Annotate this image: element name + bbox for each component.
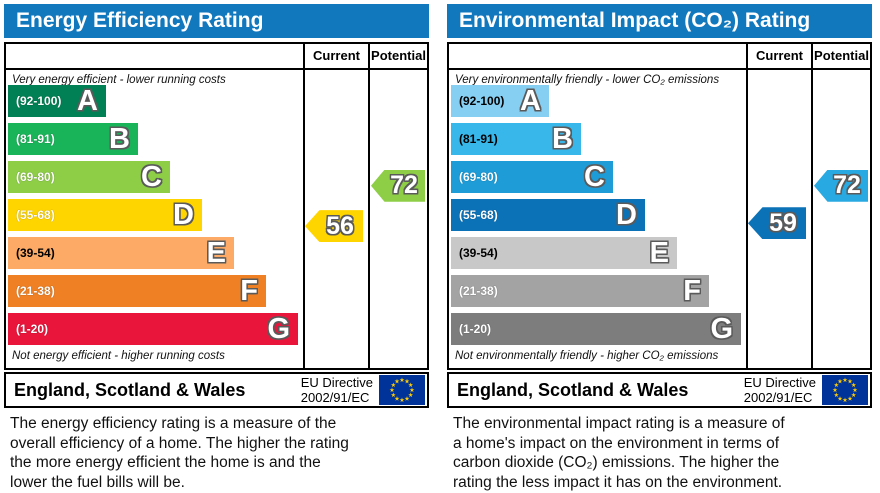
- band-row-c: (69-80) C: [8, 161, 170, 193]
- footer-box: England, Scotland & Wales EU Directive 2…: [4, 372, 429, 408]
- eu-flag-icon: [379, 375, 425, 405]
- band-letter: B: [109, 123, 130, 155]
- table-header-row: Current Potential: [449, 44, 870, 70]
- band-row-f: (21-38) F: [8, 275, 266, 307]
- band-row-a: (92-100) A: [8, 85, 106, 117]
- band-range: (1-20): [459, 322, 492, 336]
- band-range: (39-54): [459, 246, 498, 260]
- potential-rating-arrow: 72: [371, 169, 425, 202]
- potential-rating-value: 72: [390, 171, 418, 200]
- epc-panel-environmental: Environmental Impact (CO₂) Rating Curren…: [447, 4, 872, 493]
- band-row-c: (69-80) C: [451, 161, 613, 193]
- potential-rating-arrow: 72: [814, 169, 868, 202]
- panel-description: The environmental impact rating is a mea…: [453, 415, 785, 491]
- eu-directive-label: EU Directive 2002/91/EC: [743, 375, 816, 405]
- panel-title-environmental: Environmental Impact (CO₂) Rating: [447, 4, 872, 38]
- eu-flag-icon: [822, 375, 868, 405]
- band-row-e: (39-54) E: [451, 237, 677, 269]
- band-range: (55-68): [459, 208, 498, 222]
- bottom-note: Not environmentally friendly - higher CO…: [455, 350, 719, 362]
- potential-rating-value: 72: [833, 171, 861, 200]
- column-header-potential: Potential: [371, 48, 426, 63]
- band-letter: F: [240, 275, 258, 307]
- band-range: (55-68): [16, 208, 55, 222]
- current-rating-value: 56: [326, 211, 354, 240]
- band-row-g: (1-20) G: [451, 313, 741, 345]
- current-rating-value: 59: [769, 208, 797, 237]
- band-letter: C: [141, 161, 162, 193]
- table-header-row: Current Potential: [6, 44, 427, 70]
- top-note: Very environmentally friendly - lower CO…: [455, 74, 720, 86]
- epc-panel-energy: Energy Efficiency Rating Current Potenti…: [4, 4, 429, 493]
- column-divider: [303, 44, 305, 368]
- column-header-current: Current: [756, 48, 803, 63]
- band-row-a: (92-100) A: [451, 85, 549, 117]
- eu-directive-label: EU Directive 2002/91/EC: [300, 375, 373, 405]
- band-row-g: (1-20) G: [8, 313, 298, 345]
- band-letter: E: [206, 237, 226, 269]
- band-range: (81-91): [459, 132, 498, 146]
- current-rating-arrow: 59: [748, 207, 806, 240]
- band-letter: F: [683, 275, 701, 307]
- band-letter: D: [173, 199, 194, 231]
- band-range: (92-100): [459, 94, 505, 108]
- band-letter: G: [267, 313, 290, 345]
- band-range: (92-100): [16, 94, 62, 108]
- current-rating-arrow: 56: [305, 210, 363, 243]
- column-divider: [746, 44, 748, 368]
- bottom-note: Not energy efficient - higher running co…: [12, 350, 225, 362]
- band-range: (21-38): [16, 284, 55, 298]
- band-row-d: (55-68) D: [8, 199, 202, 231]
- panel-description: The energy efficiency rating is a measur…: [10, 415, 349, 491]
- band-letter: C: [584, 161, 605, 193]
- band-letter: E: [649, 237, 669, 269]
- band-row-e: (39-54) E: [8, 237, 234, 269]
- band-letter: D: [616, 199, 637, 231]
- footer-box: England, Scotland & Wales EU Directive 2…: [447, 372, 872, 408]
- column-header-current: Current: [313, 48, 360, 63]
- band-row-d: (55-68) D: [451, 199, 645, 231]
- band-row-f: (21-38) F: [451, 275, 709, 307]
- region-label: England, Scotland & Wales: [457, 380, 689, 400]
- band-range: (1-20): [16, 322, 49, 336]
- column-divider: [811, 44, 813, 368]
- column-divider: [368, 44, 370, 368]
- band-range: (21-38): [459, 284, 498, 298]
- panel-title-energy: Energy Efficiency Rating: [4, 4, 429, 38]
- band-row-b: (81-91) B: [8, 123, 138, 155]
- top-note: Very energy efficient - lower running co…: [12, 74, 226, 86]
- band-letter: A: [77, 85, 98, 117]
- band-letter: G: [710, 313, 733, 345]
- band-letter: B: [552, 123, 573, 155]
- band-letter: A: [520, 85, 541, 117]
- region-label: England, Scotland & Wales: [14, 380, 246, 400]
- rating-table-environmental: Current Potential Very environmentally f…: [447, 42, 872, 370]
- band-range: (81-91): [16, 132, 55, 146]
- column-header-potential: Potential: [814, 48, 869, 63]
- band-range: (69-80): [459, 170, 498, 184]
- band-range: (69-80): [16, 170, 55, 184]
- rating-table-energy: Current Potential Very energy efficient …: [4, 42, 429, 370]
- band-range: (39-54): [16, 246, 55, 260]
- band-row-b: (81-91) B: [451, 123, 581, 155]
